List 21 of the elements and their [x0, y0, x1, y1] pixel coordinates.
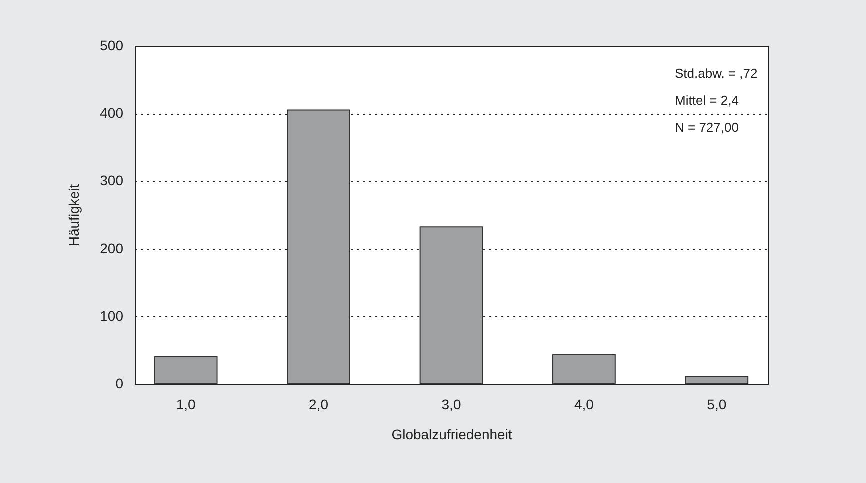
annotation: N = 727,00: [675, 120, 739, 135]
y-tick-label: 400: [100, 105, 124, 122]
y-tick-label: 300: [100, 172, 124, 189]
x-tick-label: 4,0: [574, 396, 594, 412]
x-axis-title: Globalzufriedenheit: [392, 426, 512, 442]
annotation: Std.abw. = ,72: [675, 66, 758, 82]
bar: [552, 354, 616, 384]
x-tick-label: 3,0: [442, 396, 462, 412]
x-tick-label: 5,0: [707, 396, 727, 412]
y-tick-label: 500: [100, 38, 124, 54]
y-tick-label: 0: [116, 376, 124, 392]
y-tick-label: 200: [100, 240, 124, 256]
bar: [420, 226, 484, 384]
bar: [154, 356, 218, 384]
y-tick-label: 100: [100, 308, 124, 324]
annotation: Mittel = 2,4: [675, 92, 739, 108]
x-tick-label: 2,0: [309, 396, 329, 412]
y-axis-title: Häufigkeit: [66, 184, 82, 247]
bar: [287, 110, 350, 384]
x-tick-label: 1,0: [176, 396, 196, 412]
bar: [685, 376, 749, 384]
